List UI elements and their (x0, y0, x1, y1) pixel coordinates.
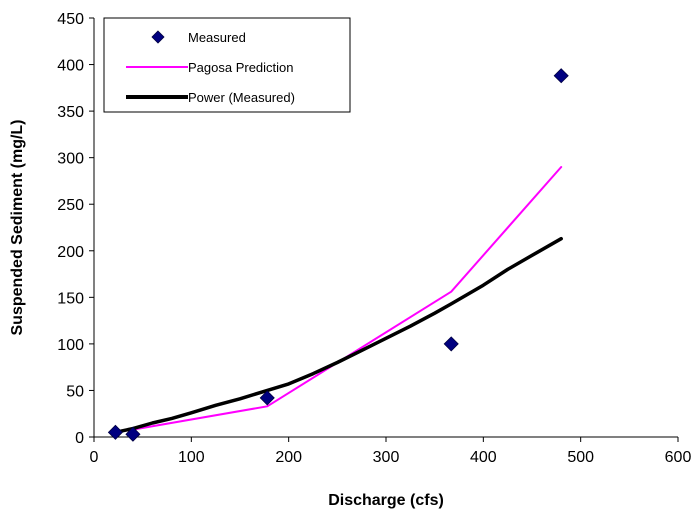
power-trend-line (113, 236, 563, 435)
legend: Measured Pagosa Prediction Power (Measured… (103, 17, 351, 113)
y-tick-label: 350 (57, 104, 84, 121)
y-tick-label: 150 (57, 290, 84, 307)
x-tick-label: 600 (665, 449, 692, 466)
pagosa-prediction-line (114, 166, 563, 434)
y-ticks: 0 50 100 150 200 250 300 350 400 450 (57, 11, 94, 447)
x-tick-label: 100 (178, 449, 205, 466)
x-axis-title: Discharge (cfs) (328, 492, 444, 509)
x-ticks: 0 100 200 300 400 500 600 (90, 437, 692, 466)
legend-label: Measured (188, 30, 246, 45)
y-tick-label: 300 (57, 151, 84, 168)
x-tick-label: 300 (373, 449, 400, 466)
x-tick-label: 500 (567, 449, 594, 466)
x-tick-label: 200 (275, 449, 302, 466)
y-axis-title: Suspended Sediment (mg/L) (9, 119, 26, 335)
series-layer (107, 68, 569, 442)
legend-label: Power (Measured) (188, 90, 295, 105)
y-tick-label: 200 (57, 244, 84, 261)
y-tick-label: 400 (57, 58, 84, 75)
y-tick-label: 450 (57, 11, 84, 28)
measured-point (107, 424, 123, 440)
measured-point (125, 426, 141, 442)
y-tick-label: 50 (66, 383, 84, 400)
x-tick-label: 400 (470, 449, 497, 466)
measured-point (553, 68, 569, 84)
legend-symbol-measured (151, 30, 165, 44)
x-tick-label: 0 (90, 449, 99, 466)
legend-label: Pagosa Prediction (188, 60, 294, 75)
y-tick-label: 250 (57, 197, 84, 214)
y-tick-label: 100 (57, 337, 84, 354)
measured-point (443, 336, 459, 352)
y-tick-label: 0 (75, 430, 84, 447)
measured-point (259, 390, 275, 406)
